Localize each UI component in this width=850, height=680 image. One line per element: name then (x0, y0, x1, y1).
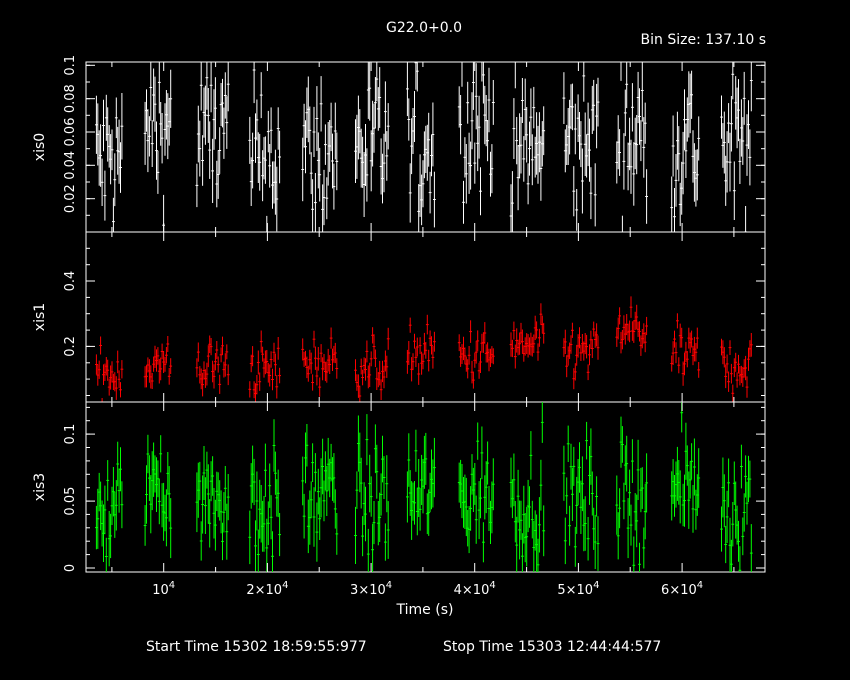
x-tick-label: 6×104 (661, 580, 703, 598)
xis3-data-points (95, 402, 753, 572)
stop-time-label: Stop Time 15303 12:44:44:577 (443, 639, 661, 655)
x-axis-ticks: 104 2×104 3×104 4×104 5×104 6×104 (111, 62, 735, 598)
xis1-data-points (95, 296, 753, 402)
ylabel-xis3: xis3 (32, 473, 48, 501)
xis0-y-ticks: 0.02 0.04 0.06 0.08 0.1 (63, 55, 765, 233)
x-tick-label: 4×104 (454, 580, 496, 598)
xis0-y-tick-label: 0.06 (63, 118, 78, 147)
x-tick-label: 5×104 (557, 580, 599, 598)
panel-xis1: 0.2 0.4 xis1 (32, 231, 766, 403)
chart-title: G22.0+0.0 (386, 20, 462, 36)
x-axis-label: Time (s) (396, 602, 454, 618)
xis0-y-tick-label: 0.08 (63, 84, 78, 113)
panel-xis3-frame (85, 401, 766, 573)
panel-xis3: 0 0.05 0.1 xis3 (32, 401, 766, 573)
xis0-y-tick-label: 0.04 (63, 151, 78, 180)
xis0-data-points (95, 62, 753, 233)
xis1-y-tick-label: 0.4 (63, 271, 78, 292)
ylabel-xis1: xis1 (32, 303, 48, 331)
start-time-label: Start Time 15302 18:59:55:977 (146, 639, 367, 655)
xis3-y-ticks: 0 0.05 0.1 (63, 406, 765, 572)
xis0-y-tick-label: 0.02 (63, 184, 78, 213)
x-tick-label: 2×104 (246, 580, 288, 598)
xis1-y-ticks: 0.2 0.4 (63, 231, 765, 396)
ylabel-xis0: xis0 (32, 133, 48, 161)
xis1-y-tick-label: 0.2 (63, 336, 78, 357)
xis3-y-tick-label: 0.05 (63, 487, 78, 516)
bin-size-label: Bin Size: 137.10 s (641, 32, 766, 48)
xis0-y-tick-label: 0.1 (63, 55, 78, 76)
xis3-y-tick-label: 0.1 (63, 424, 78, 445)
x-tick-label: 3×104 (350, 580, 392, 598)
panel-xis0: 0.02 0.04 0.06 0.08 0.1 xis0 (32, 55, 766, 233)
xis3-y-tick-label: 0 (63, 564, 78, 572)
